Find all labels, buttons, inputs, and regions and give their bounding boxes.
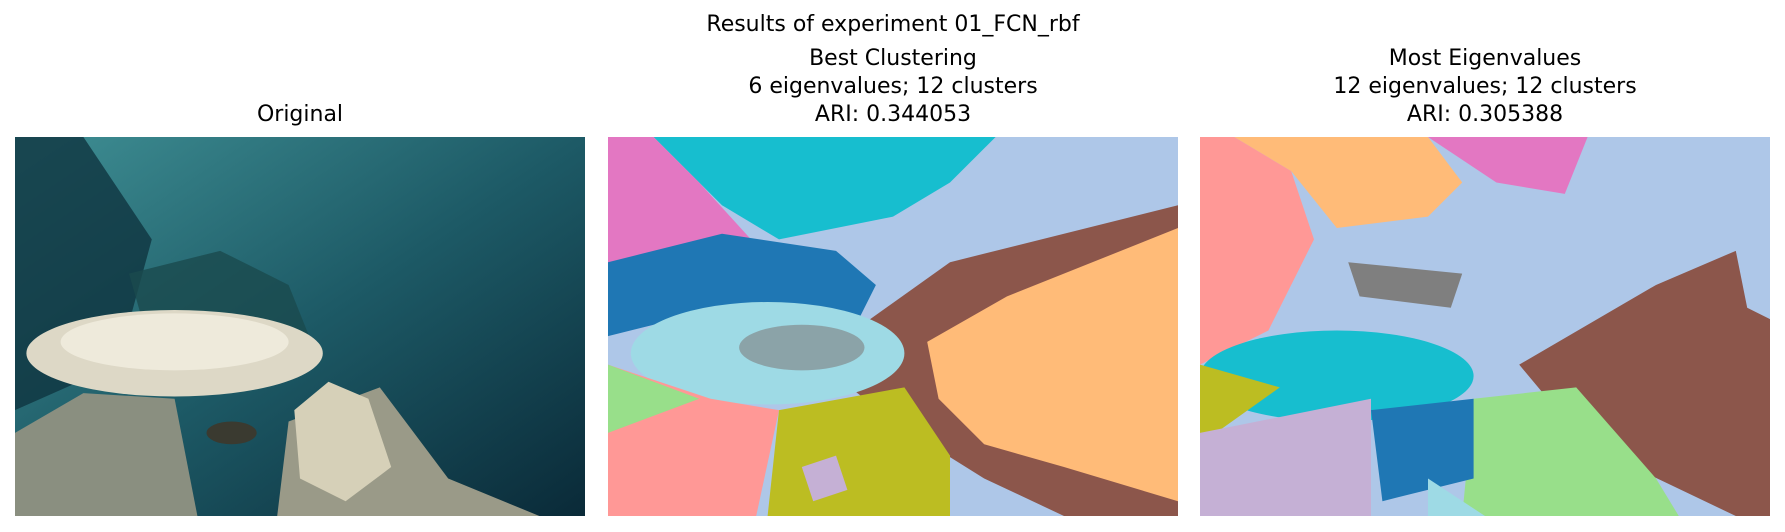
panel-title: 12 eigenvalues; 12 clusters bbox=[1333, 74, 1636, 99]
most-eigenvalues-image bbox=[1200, 137, 1770, 516]
panel-title: 6 eigenvalues; 12 clusters bbox=[748, 74, 1037, 99]
panel-title: ARI: 0.344053 bbox=[815, 102, 971, 127]
panel-title: ARI: 0.305388 bbox=[1407, 102, 1563, 127]
panel-title: Best Clustering bbox=[809, 46, 977, 71]
figure-title: Results of experiment 01_FCN_rbf bbox=[706, 12, 1080, 37]
best-clustering-image bbox=[608, 137, 1178, 516]
panel-title: Most Eigenvalues bbox=[1389, 46, 1582, 71]
panel-title: Original bbox=[257, 102, 343, 127]
original-image bbox=[15, 137, 585, 516]
panel-titles: Original Best Clustering 6 eigenvalues; 12… bbox=[257, 46, 1637, 127]
